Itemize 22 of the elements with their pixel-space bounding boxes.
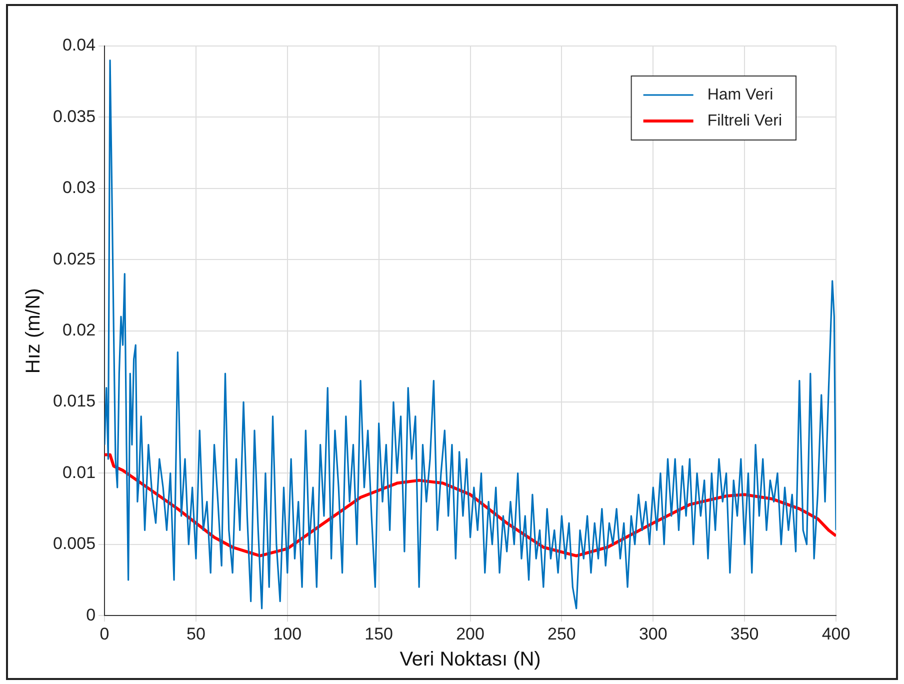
x-tick-label: 300 bbox=[638, 624, 668, 644]
x-tick-label: 250 bbox=[548, 624, 576, 644]
x-tick-label: 150 bbox=[364, 624, 394, 644]
y-tick-label: 0.035 bbox=[52, 106, 96, 126]
y-axis-title: Hız (m/N) bbox=[22, 288, 45, 374]
legend-label: Filtreli Veri bbox=[707, 112, 782, 130]
x-tick-label: 0 bbox=[100, 624, 110, 644]
y-tick-label: 0.005 bbox=[52, 534, 96, 554]
x-tick-label: 200 bbox=[456, 624, 484, 644]
x-tick-label: 400 bbox=[822, 624, 850, 644]
y-tick-label: 0 bbox=[86, 605, 96, 624]
y-tick-label: 0.04 bbox=[62, 36, 96, 55]
y-tick-label: 0.015 bbox=[52, 392, 96, 411]
y-tick-label: 0.02 bbox=[62, 320, 96, 340]
x-axis-title: Veri Noktası (N) bbox=[400, 648, 541, 671]
legend-label: Ham Veri bbox=[707, 86, 774, 104]
y-tick-label: 0.01 bbox=[62, 462, 96, 482]
y-tick-label: 0.025 bbox=[52, 249, 96, 268]
x-tick-label: 50 bbox=[186, 624, 206, 644]
y-tick-label: 0.03 bbox=[62, 178, 96, 198]
x-tick-label: 100 bbox=[273, 624, 302, 644]
x-tick-label: 350 bbox=[730, 624, 759, 644]
